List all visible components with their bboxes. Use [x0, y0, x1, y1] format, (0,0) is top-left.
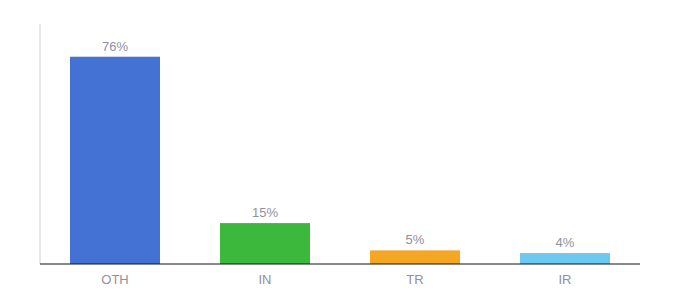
x-axis-line [40, 264, 640, 265]
bar [520, 253, 610, 264]
chart-svg: 76% 15% 5% 4% OTH IN TR IR [0, 0, 680, 300]
data-label: 15% [252, 205, 278, 220]
chart-container: 76% 15% 5% 4% OTH IN TR IR [0, 0, 680, 300]
bar [220, 223, 310, 264]
x-tick-label: IN [259, 272, 272, 287]
bars [70, 57, 610, 264]
bar [70, 57, 160, 264]
x-tick-label: TR [406, 272, 423, 287]
data-label: 76% [102, 39, 128, 54]
x-tick-label: IR [559, 272, 572, 287]
x-tick-label: OTH [101, 272, 128, 287]
data-label: 5% [406, 232, 425, 247]
bar [370, 250, 460, 264]
y-axis-line [40, 24, 41, 264]
data-label: 4% [556, 235, 575, 250]
